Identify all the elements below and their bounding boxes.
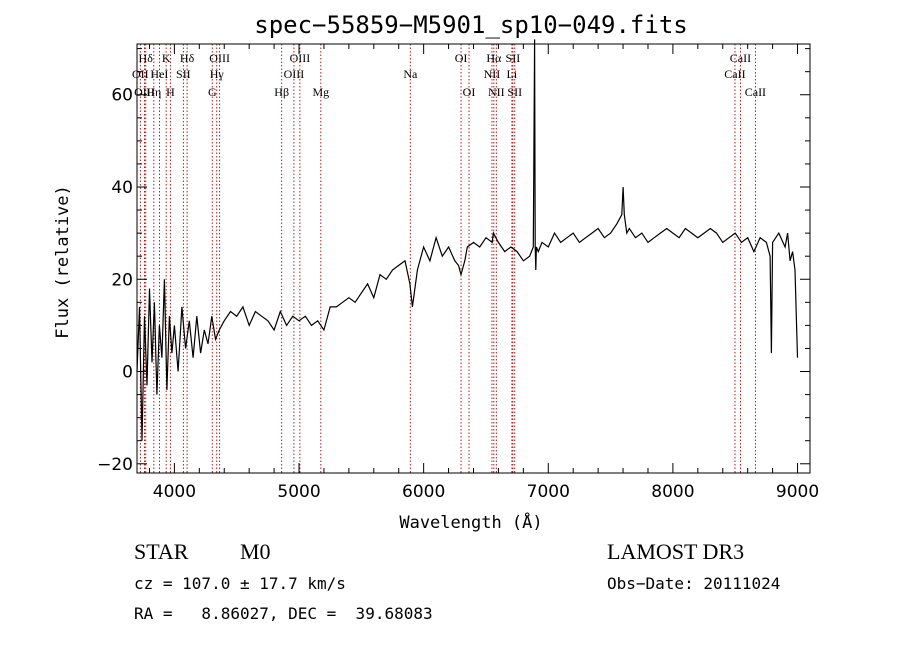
line-label: Hβ (274, 85, 289, 99)
x-axis-ticks: 4000 5000 6000 7000 8000 9000 (148, 44, 819, 502)
obs-date: Obs−Date: 20111024 (607, 574, 780, 593)
line-label: CaII (745, 85, 766, 99)
line-label: SII (506, 51, 521, 65)
line-label: HeI (150, 67, 168, 81)
plot-frame (136, 43, 811, 474)
y-axis-label: Flux (relative) (53, 185, 73, 339)
object-class: STAR (134, 539, 189, 564)
y-tick-label: 0 (122, 363, 133, 383)
line-label: SII (507, 85, 522, 99)
line-label: Mg (312, 85, 329, 99)
x-tick-label: 7000 (527, 482, 570, 502)
x-tick-label: 9000 (776, 482, 819, 502)
line-label: Hγ (210, 67, 225, 81)
line-label: NII (484, 67, 501, 81)
line-label: OIII (290, 51, 311, 65)
line-label: CaII (730, 51, 751, 65)
line-label: Hδ (180, 51, 195, 65)
line-label: G (208, 85, 217, 99)
line-label: OIII (134, 85, 155, 99)
line-label: OI (455, 51, 468, 65)
emission-line-labels: Hδ K Hδ OIII OIII OI Hα SII CaII OII HeI SII Hγ OIII N… (132, 51, 766, 99)
emission-line-markers (139, 44, 756, 473)
line-label: SII (176, 67, 191, 81)
y-tick-label: 60 (111, 86, 133, 106)
ra-dec-readout: RA = 8.86027, DEC = 39.68083 (134, 604, 433, 623)
object-subclass: M0 (240, 539, 271, 564)
line-label: CaII (724, 67, 745, 81)
line-label: OIII (284, 67, 305, 81)
line-label: Hα (486, 51, 502, 65)
survey-name: LAMOST DR3 (607, 539, 744, 564)
x-tick-label: 5000 (277, 482, 320, 502)
chart-title: spec−55859−M5901_sp10−049.fits (254, 11, 687, 39)
x-tick-label: 8000 (651, 482, 694, 502)
line-label: OII (132, 67, 149, 81)
line-label: OI (463, 85, 476, 99)
line-label: NII (488, 85, 505, 99)
x-axis-label: Wavelength (Å) (399, 511, 542, 533)
line-label: Hδ (139, 51, 154, 65)
line-label: Li (507, 67, 518, 81)
y-tick-label: −20 (97, 455, 133, 475)
y-tick-label: 40 (111, 178, 133, 198)
line-label: H (166, 85, 175, 99)
line-label: Hη (146, 85, 161, 99)
x-tick-label: 6000 (402, 482, 445, 502)
y-tick-label: 20 (111, 270, 133, 290)
x-tick-label: 4000 (153, 482, 196, 502)
redshift-readout: cz = 107.0 ± 17.7 km/s (134, 574, 346, 593)
y-axis-ticks: −20 0 20 40 60 (97, 48, 810, 475)
line-label: OIII (209, 51, 230, 65)
line-label: K (162, 51, 171, 65)
line-label: Na (403, 67, 418, 81)
spectrum-line (136, 39, 799, 441)
